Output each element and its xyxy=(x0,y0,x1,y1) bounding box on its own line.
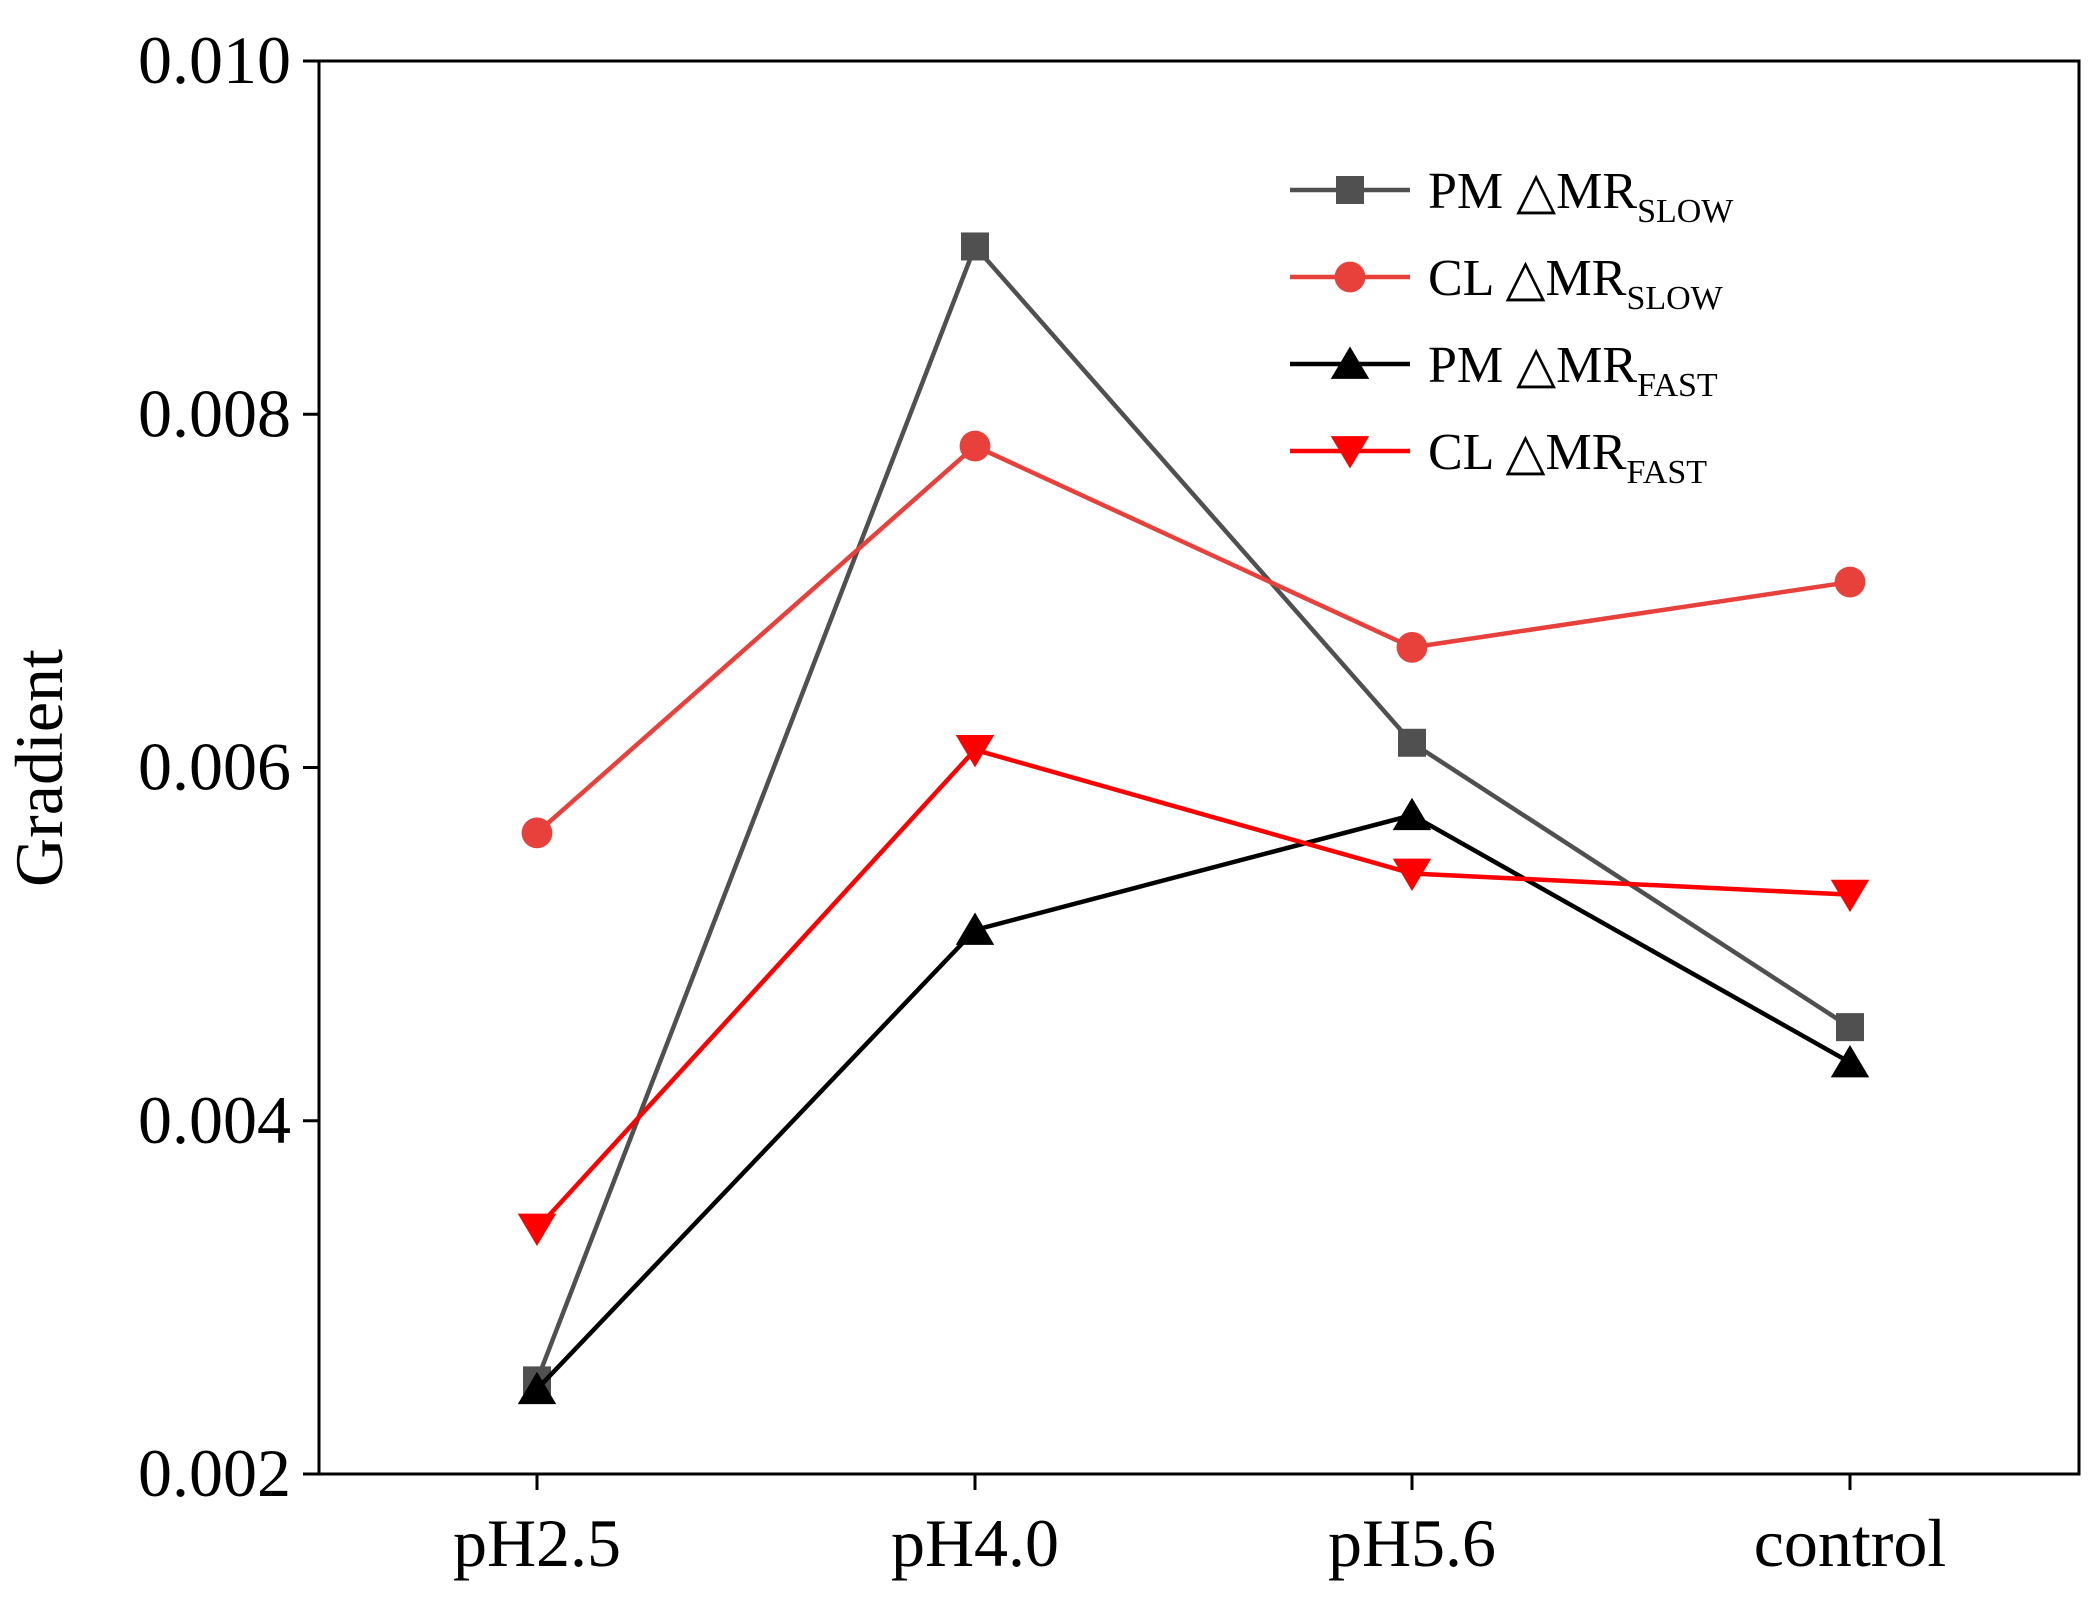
data-point xyxy=(955,734,995,768)
series-1 xyxy=(521,430,1866,849)
x-axis-ticks: pH2.5 pH4.0 pH5.6 control xyxy=(453,1474,1946,1581)
data-point xyxy=(1834,566,1866,598)
legend-entry: CL △MRSLOW xyxy=(1290,250,1724,317)
data-point xyxy=(1830,879,1870,913)
x-tick-label: control xyxy=(1754,1505,1947,1581)
legend-label: CL △MRSLOW xyxy=(1428,250,1724,317)
series-2 xyxy=(517,797,1870,1405)
legend-label-subscript: SLOW xyxy=(1626,280,1723,317)
data-point xyxy=(521,817,553,849)
x-tick-label: pH5.6 xyxy=(1328,1505,1496,1581)
data-point xyxy=(1398,728,1426,757)
legend-marker xyxy=(1334,261,1366,293)
series-3 xyxy=(517,734,1870,1246)
legend-label-subscript: FAST xyxy=(1637,367,1718,404)
data-point xyxy=(1836,1013,1864,1042)
series-layer xyxy=(517,232,1870,1405)
legend-marker xyxy=(1336,176,1364,204)
legend-label-main: PM △MR xyxy=(1428,337,1637,394)
y-tick-label: 0.006 xyxy=(138,729,291,805)
y-axis-title: Gradient xyxy=(1,649,77,887)
data-point xyxy=(959,430,991,462)
legend-label: PM △MRSLOW xyxy=(1428,163,1734,230)
x-tick-label: pH4.0 xyxy=(891,1505,1059,1581)
legend-label: PM △MRFAST xyxy=(1428,337,1718,404)
legend-entry: PM △MRSLOW xyxy=(1290,163,1734,230)
data-point xyxy=(1830,1044,1870,1078)
legend-label-subscript: FAST xyxy=(1626,454,1707,491)
data-point xyxy=(961,232,989,261)
data-point xyxy=(955,912,995,945)
series-line xyxy=(535,812,1852,1391)
data-point xyxy=(1392,797,1432,831)
data-point xyxy=(517,1213,557,1246)
series-line xyxy=(535,747,1851,1231)
y-tick-label: 0.004 xyxy=(138,1082,291,1158)
x-tick-label: pH2.5 xyxy=(453,1505,621,1581)
legend-marker xyxy=(1330,346,1370,379)
y-tick-label: 0.010 xyxy=(138,22,291,98)
legend-entry: CL △MRFAST xyxy=(1290,424,1707,491)
legend-label-main: CL △MR xyxy=(1428,424,1627,481)
legend-marker xyxy=(1330,436,1370,469)
data-point xyxy=(517,1371,557,1405)
legend-label-main: PM △MR xyxy=(1428,163,1637,220)
legend-label: CL △MRFAST xyxy=(1428,424,1707,491)
legend-entry: PM △MRFAST xyxy=(1290,337,1718,404)
y-axis-ticks: 0.002 0.004 0.006 0.008 0.010 xyxy=(138,22,319,1511)
y-tick-label: 0.008 xyxy=(138,375,291,451)
series-line xyxy=(535,443,1851,835)
y-tick-label: 0.002 xyxy=(138,1435,291,1511)
legend-label-subscript: SLOW xyxy=(1637,193,1734,230)
data-point xyxy=(1392,858,1432,891)
legend-label-main: CL △MR xyxy=(1428,250,1627,307)
data-point xyxy=(1396,631,1428,663)
